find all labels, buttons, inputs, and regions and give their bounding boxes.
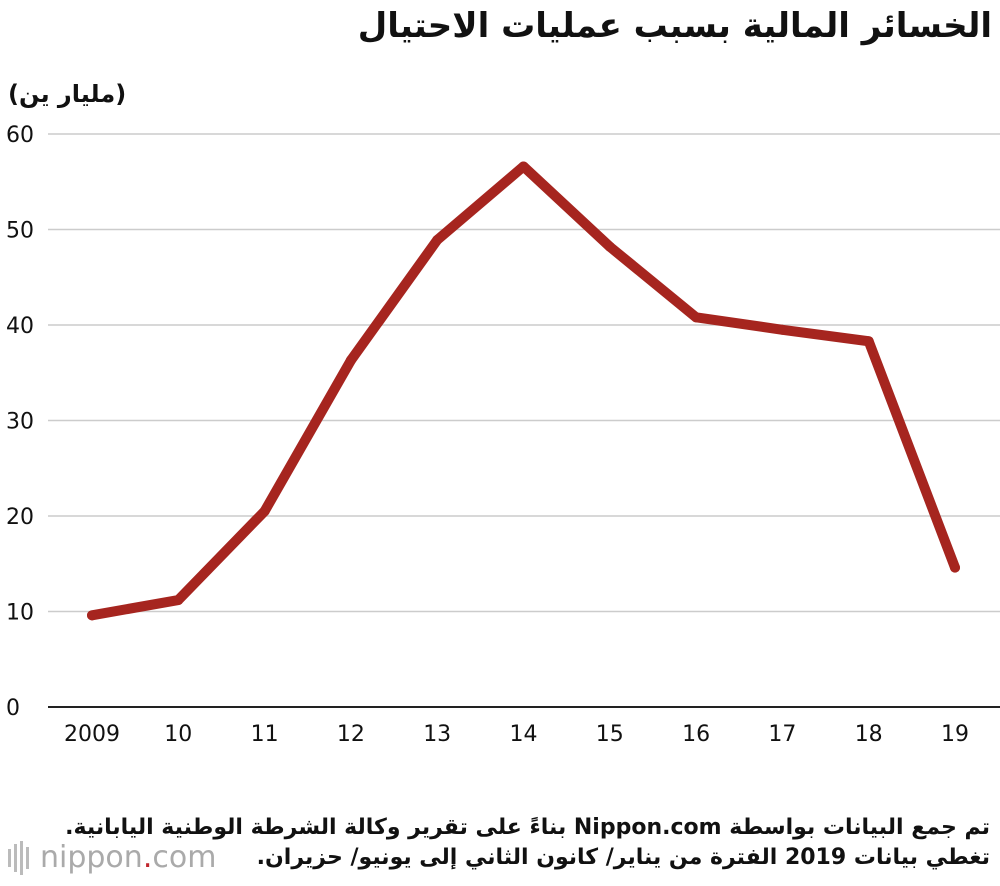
x-tick-label: 16 — [682, 722, 710, 747]
y-axis-unit-label: (مليار ين) — [8, 80, 127, 108]
x-tick-label: 2009 — [64, 722, 120, 747]
x-tick-label: 10 — [164, 722, 192, 747]
y-tick-label: 30 — [6, 410, 34, 435]
data-point — [87, 610, 97, 621]
x-tick-label: 19 — [941, 722, 969, 747]
line-chart: 0 10 20 30 40 50 60 2009 10 11 12 13 14 15 16 17 18 19 — [6, 123, 1000, 747]
x-tick-label: 15 — [596, 722, 624, 747]
x-tick-labels: 2009 10 11 12 13 14 15 16 17 18 19 — [64, 722, 969, 747]
x-tick-label: 17 — [768, 722, 796, 747]
series-layer — [87, 161, 960, 621]
logo-text: nippon.com — [40, 840, 217, 875]
y-tick-label: 50 — [6, 219, 34, 244]
y-tick-label: 20 — [6, 505, 34, 530]
data-point — [950, 562, 960, 573]
source-line-1: تم جمع البيانات بواسطة Nippon.com بناءً … — [65, 815, 990, 840]
y-tick-label: 40 — [6, 314, 34, 339]
data-point — [863, 336, 874, 347]
data-point — [691, 312, 702, 323]
y-tick-label: 0 — [6, 696, 20, 721]
y-tick-label: 10 — [6, 601, 34, 626]
source-note: تم جمع البيانات بواسطة Nippon.com بناءً … — [65, 813, 990, 873]
gridlines — [48, 133, 1000, 708]
x-tick-label: 18 — [855, 722, 883, 747]
data-point — [604, 241, 615, 252]
x-tick-label: 11 — [251, 722, 279, 747]
chart-title: الخسائر المالية بسبب عمليات الاحتيال — [357, 6, 992, 46]
data-point — [259, 506, 270, 517]
nippon-logo-icon — [8, 840, 29, 875]
data-point — [345, 355, 356, 366]
nippon-logo: nippon.com — [6, 840, 216, 875]
data-point — [173, 595, 184, 606]
data-point — [432, 235, 443, 246]
x-tick-label: 13 — [423, 722, 451, 747]
y-tick-label: 60 — [6, 123, 34, 148]
source-line-2: تغطي بيانات 2019 الفترة من يناير/ كانون … — [256, 845, 990, 870]
x-tick-label: 12 — [337, 722, 365, 747]
data-point — [518, 161, 529, 172]
y-tick-labels: 0 10 20 30 40 50 60 — [6, 123, 34, 721]
data-point — [777, 324, 788, 335]
x-tick-label: 14 — [510, 722, 538, 747]
series-line — [87, 161, 960, 621]
